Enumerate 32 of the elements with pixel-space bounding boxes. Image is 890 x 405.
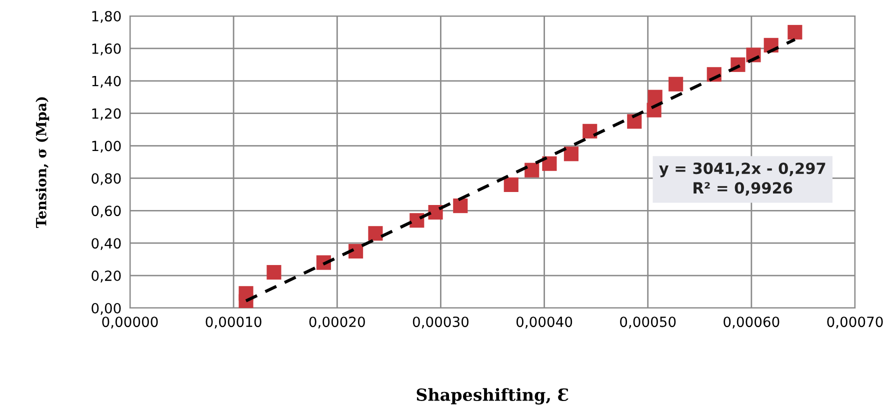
y-tick-label: 0,80	[92, 173, 121, 186]
point	[564, 146, 578, 162]
point	[668, 76, 684, 92]
x-tick-label: 0,00000	[102, 316, 158, 328]
x-tick-label: 0,00020	[309, 316, 365, 328]
y-tick-label: 0,20	[92, 270, 121, 282]
x-tick-label: 0,00050	[620, 316, 676, 328]
x-tick-label: 0,00060	[724, 316, 780, 328]
point	[368, 226, 383, 241]
x-tick-label: 0,00040	[516, 316, 572, 328]
y-tick-label: 0,40	[92, 238, 121, 250]
y-tick-label: 1,20	[92, 108, 121, 120]
point	[542, 156, 557, 171]
point	[504, 177, 518, 192]
y-tick-label: 1,80	[92, 10, 121, 23]
point	[266, 265, 282, 280]
y-tick-label: 0,60	[92, 206, 121, 218]
y-tick-label: 0,00	[92, 302, 121, 315]
x-tick-label: 0,00010	[206, 316, 262, 328]
x-axis-title: Shapeshifting, Ɛ	[416, 388, 568, 404]
point	[788, 24, 802, 40]
point	[453, 198, 468, 214]
y-axis-title: Tension, σ (Mpa)	[36, 97, 50, 228]
x-tick-label: 0,00070	[827, 316, 883, 328]
annotation: y = 3041,2x - 0,297 R² = 0,9926	[659, 162, 826, 196]
point	[648, 90, 662, 104]
point	[582, 124, 598, 138]
y-tick-label: 1,60	[92, 43, 121, 56]
y-tick-label: 1,00	[92, 140, 121, 153]
x-tick-label: 0,00030	[412, 316, 469, 328]
y-tick-label: 1,40	[92, 76, 121, 88]
point	[524, 162, 540, 178]
